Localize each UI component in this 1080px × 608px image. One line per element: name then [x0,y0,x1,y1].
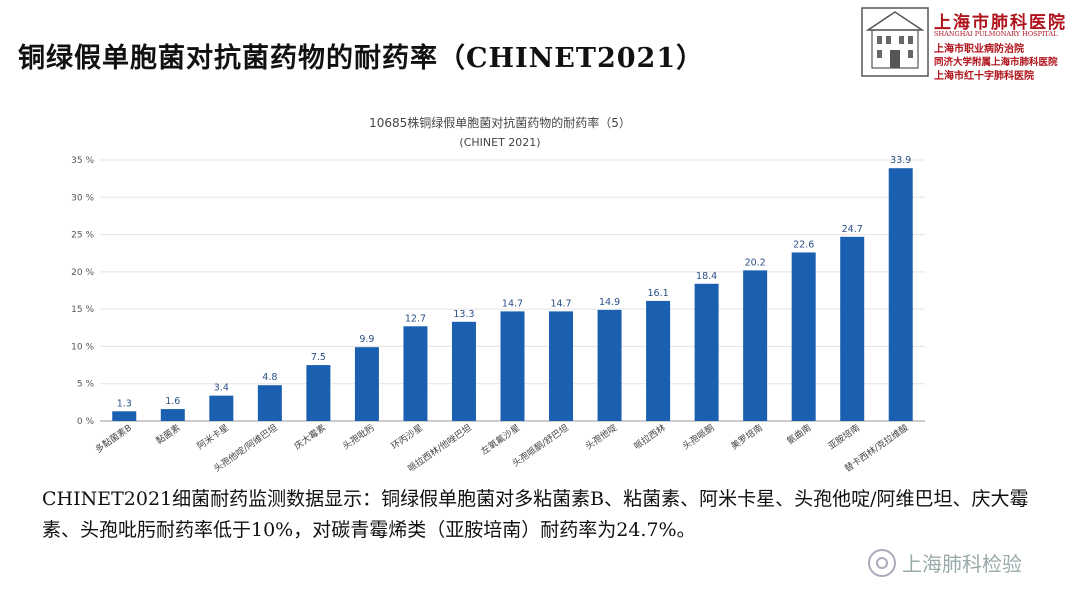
data-label: 1.3 [117,398,132,409]
chart-subtitle: (CHINET 2021) [459,136,540,149]
data-label: 12.7 [405,313,426,324]
resistance-bar-chart: 10685株铜绿假单胞菌对抗菌药物的耐药率（5） (CHINET 2021) 0… [71,115,925,475]
x-tick-label: 左氧氟沙星 [478,422,522,458]
data-label: 20.2 [745,257,766,268]
y-tick-label: 30 % [71,193,94,203]
y-axis: 0 % 5 % 10 % 15 % 20 % 25 % 30 % 35 % [71,156,94,427]
watermark-text: 上海肺科检验 [902,552,1022,576]
y-tick-label: 20 % [71,268,94,278]
x-tick-label: 氨曲南 [784,422,813,447]
x-tick-label: 头孢吡肟 [340,422,376,452]
x-tick-label: 头孢他啶 [583,422,619,452]
summary-text: CHINET2021细菌耐药监测数据显示：铜绿假单胞菌对多粘菌素B、粘菌素、阿米… [42,488,1029,541]
logo-line2: 同济大学附属上海市肺科医院 [934,57,1058,68]
x-tick-label: 庆大霉素 [292,422,328,452]
slide-title: 铜绿假单胞菌对抗菌药物的耐药率（CHINET2021） [18,43,705,74]
logo-name-en: SHANGHAI PULMONARY HOSPITAL [934,30,1058,38]
data-label: 3.4 [214,383,229,394]
bar [549,311,574,421]
bar [451,321,476,421]
data-label: 14.7 [550,298,571,309]
x-tick-label: 多黏菌素B [93,422,134,456]
data-label: 14.9 [599,297,620,308]
data-label: 14.7 [502,298,523,309]
bar [209,395,234,421]
bar [694,283,719,421]
bar [597,309,622,421]
hospital-building-icon [861,7,929,77]
data-labels: 1.3 1.6 3.4 4.8 7.5 9.9 12.7 13.3 14.7 14.7 14.9 16… [117,155,912,409]
y-tick-label: 0 % [77,417,95,427]
logo-line1: 上海市职业病防治院 [934,44,1024,55]
y-tick-label: 15 % [71,305,94,315]
x-tick-label: 环丙沙星 [389,422,425,452]
wechat-icon [868,548,896,577]
bar [403,326,428,421]
bar [500,311,525,421]
y-tick-label: 10 % [71,342,94,352]
bar [112,411,137,421]
chart-title: 10685株铜绿假单胞菌对抗菌药物的耐药率（5） [369,115,631,130]
data-label: 24.7 [842,224,863,235]
hospital-logo: 上海市肺科医院 SHANGHAI PULMONARY HOSPITAL 上海市职… [860,6,1070,82]
y-tick-label: 5 % [77,380,95,390]
bar [840,236,865,421]
y-tick-label: 25 % [71,231,94,241]
x-tick-label: 美罗培南 [728,422,764,452]
logo-name-cn: 上海市肺科医院 [934,13,1067,33]
bar [306,365,331,421]
data-label: 22.6 [793,239,814,250]
watermark: 上海肺科检验 [868,548,1022,577]
bar [646,300,671,421]
bar [888,168,913,421]
data-label: 18.4 [696,271,717,282]
bar [791,252,816,421]
bars [112,168,913,421]
bar [743,270,768,421]
data-label: 16.1 [648,288,669,299]
x-tick-label: 阿米卡星 [195,422,231,452]
data-label: 1.6 [165,396,180,407]
bar [257,385,282,421]
logo-line3: 上海市红十字肺科医院 [934,71,1034,82]
x-tick-label: 黏菌素 [154,422,183,447]
bar [354,347,379,421]
x-tick-label: 头孢哌酮 [680,422,716,452]
x-tick-label: 哌拉西林 [631,422,667,452]
x-tick-label: 亚胺培南 [826,422,862,452]
bar [160,409,185,421]
data-label: 7.5 [311,352,326,363]
data-label: 4.8 [262,372,277,383]
data-label: 9.9 [359,334,374,345]
data-label: 33.9 [890,155,911,166]
y-tick-label: 35 % [71,156,94,166]
data-label: 13.3 [453,309,474,320]
